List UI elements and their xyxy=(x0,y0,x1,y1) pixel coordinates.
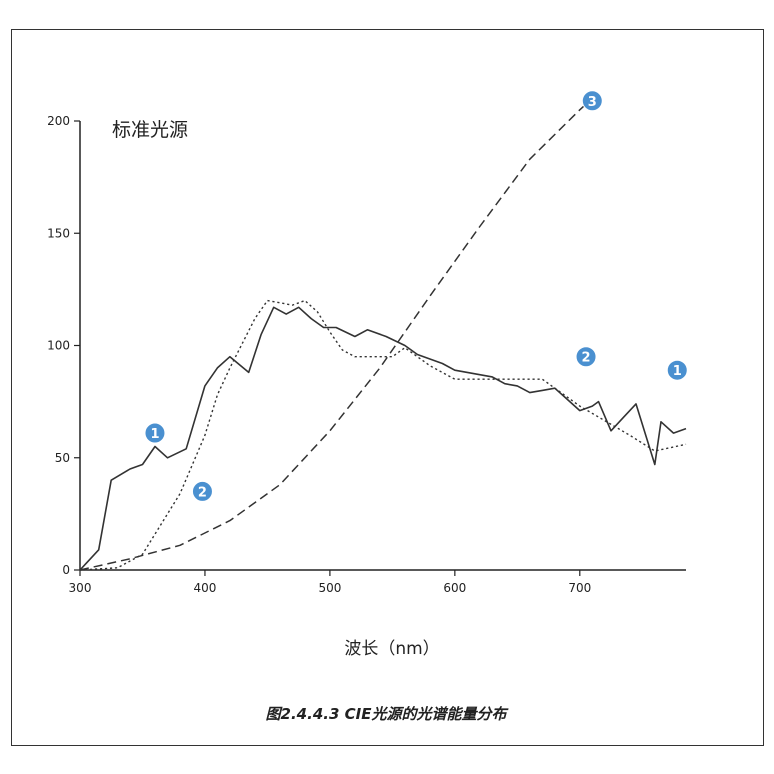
x-axis: 300 400 500 600 700 xyxy=(69,569,686,595)
x-axis-label: 波长（nm） xyxy=(344,639,439,659)
series-marker-label: 2 xyxy=(198,485,207,500)
series-marker-badge xyxy=(575,346,597,368)
figure-frame xyxy=(11,29,764,746)
x-tick-label: 300 xyxy=(69,581,92,595)
figure-caption: 图2.4.4.3 CIE光源的光谱能量分布 xyxy=(266,705,510,723)
series-marker-label: 1 xyxy=(673,364,682,379)
series-marker-badge xyxy=(191,480,213,502)
x-tick-label: 600 xyxy=(443,581,466,595)
y-tick-label: 200 xyxy=(47,114,70,128)
series-marker-badge xyxy=(144,422,166,444)
x-tick-label: 400 xyxy=(193,581,216,595)
y-tick-label: 0 xyxy=(62,563,70,577)
series-2-line xyxy=(79,299,687,571)
series-marker-label: 1 xyxy=(150,427,159,442)
series-marker-label: 3 xyxy=(588,95,597,110)
series-1-line xyxy=(79,306,687,571)
series-group xyxy=(79,97,687,571)
y-axis: 0 50 100 150 200 xyxy=(47,114,81,577)
x-tick-label: 500 xyxy=(318,581,341,595)
y-tick-label: 150 xyxy=(47,226,70,240)
chart-title: 标准光源 xyxy=(112,119,188,141)
y-tick-label: 50 xyxy=(55,451,70,465)
series-markers: 1 2 3 2 1 xyxy=(144,90,688,502)
x-tick-label: 700 xyxy=(568,581,591,595)
series-marker-badge xyxy=(666,359,688,381)
series-3-line xyxy=(79,97,593,571)
series-marker-label: 2 xyxy=(582,351,591,366)
y-tick-label: 100 xyxy=(47,339,70,353)
series-marker-badge xyxy=(581,90,603,112)
